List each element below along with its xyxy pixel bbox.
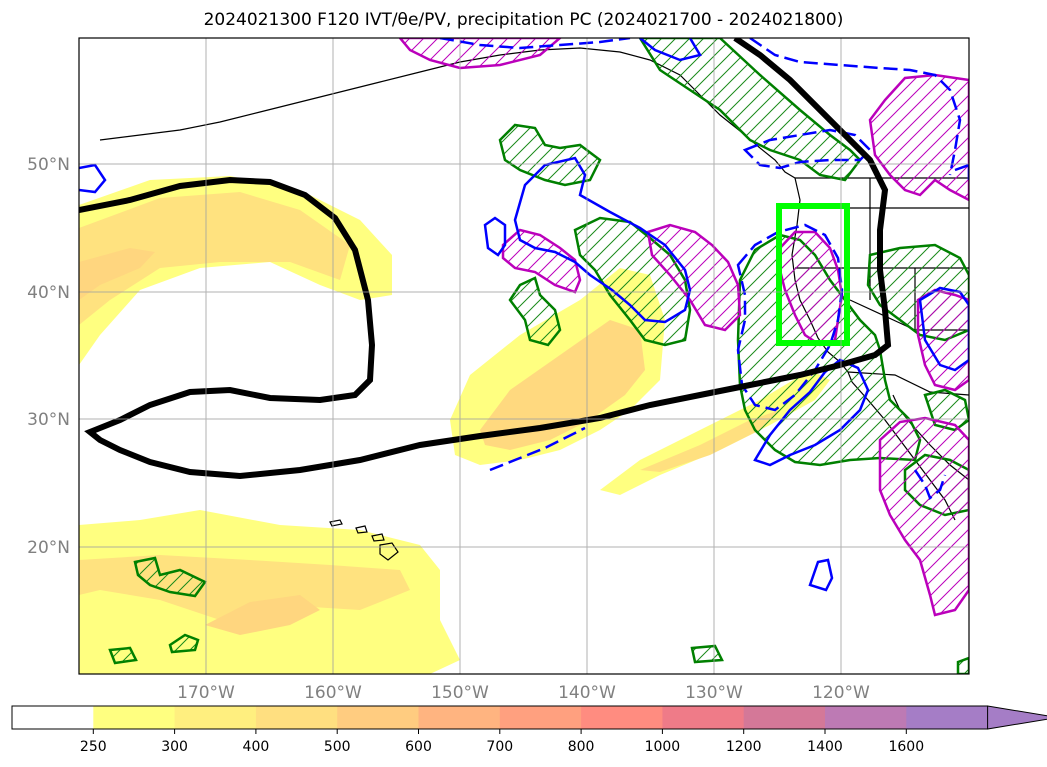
colorbar-tick-label: 700 (486, 739, 513, 755)
ivt-core-north (79, 192, 350, 325)
pv-solid-coast (753, 358, 870, 467)
pv-contours (79, 38, 969, 592)
hawaii-islands (329, 519, 399, 561)
highlight-box (776, 203, 850, 346)
pc-green-sw3 (168, 633, 200, 654)
bc-coast (759, 147, 796, 179)
pc-green-nw (498, 123, 602, 187)
pv-dashed-ne (749, 38, 962, 176)
lon-label: 160°W (304, 683, 362, 703)
colorbar: 250 300 400 500 600 700 800 1000 1200 1400 1600 (11, 705, 1047, 755)
colorbar-segment (337, 706, 419, 729)
lat-label: 50°N (27, 155, 70, 175)
lat-label: 20°N (27, 538, 70, 558)
pc-mag-coast (778, 230, 844, 347)
pc-green-small (508, 276, 562, 347)
lon-label: 120°W (812, 683, 870, 703)
ivt-core-coastal (640, 410, 780, 472)
lat-label: 40°N (27, 283, 70, 303)
ivt-core-central (480, 320, 645, 450)
colorbar-segment (581, 706, 663, 729)
ivt-core-south (79, 555, 410, 620)
colorbar-segment (418, 706, 501, 729)
pv-solid-inland (918, 286, 969, 372)
pc-green-north (638, 38, 862, 182)
colorbar-segment (825, 706, 907, 729)
pc-green-s (690, 644, 724, 664)
colorbar-tick-label: 1600 (888, 739, 924, 755)
colorbar-tick-label: 300 (161, 739, 188, 755)
pv-solid-ne (954, 163, 969, 180)
colorbar-tick-label: 400 (243, 739, 270, 755)
pv-solid-edge-left (79, 163, 107, 194)
colorbar-tick-label: 1400 (807, 739, 843, 755)
pc-mag-mid1 (501, 228, 582, 294)
colorbar-segment (906, 706, 989, 729)
colorbar-extend-arrow (987, 705, 1047, 730)
pc-green-sw1 (133, 556, 207, 598)
colorbar-tick-label: 1000 (645, 739, 681, 755)
lon-label: 170°W (177, 683, 235, 703)
colorbar-segment (174, 706, 257, 729)
colorbar-tick-label: 600 (405, 739, 432, 755)
map-frame (78, 37, 970, 675)
colorbar-segment (93, 706, 176, 729)
pv-solid-north (639, 38, 702, 62)
colorbar-tick-label: 250 (80, 739, 107, 755)
pv-dashed-south (489, 426, 586, 472)
colorbar-segment (662, 706, 745, 729)
colorbar-segment (499, 706, 582, 729)
colorbar-segment (255, 706, 338, 729)
colorbar-tick-label: 1200 (726, 739, 762, 755)
pc-mag-sw (878, 416, 969, 617)
lon-label: 150°W (431, 683, 489, 703)
pc-green-sw2 (108, 646, 138, 665)
pv-solid-blob (483, 216, 507, 257)
pv-dashed-north (439, 38, 631, 50)
map-title: 2024021300 F120 IVT/θe/PV, precipitation… (203, 10, 844, 30)
ivt-core-north-inner (79, 248, 155, 300)
lon-label: 130°W (685, 683, 743, 703)
pv-dashed-mexico (913, 469, 947, 501)
colorbar-tick-label: 500 (324, 739, 351, 755)
lat-label: 30°N (27, 410, 70, 430)
lon-label: 140°W (558, 683, 616, 703)
colorbar-segment (743, 706, 826, 729)
colorbar-tick-label: 800 (568, 739, 595, 755)
pc-mag-north (398, 38, 562, 70)
pc-green-se (956, 656, 969, 674)
colorbar-segment (12, 706, 94, 729)
pv-dashed-coast (736, 223, 844, 412)
pv-solid-central (513, 156, 692, 324)
gridlines (79, 38, 969, 674)
ivt-core-south-inner (205, 595, 320, 635)
pv-solid-small (808, 558, 834, 592)
pc-mag-ne (868, 73, 969, 202)
lat-labels: 50°N 40°N 30°N 20°N (27, 155, 70, 558)
lon-labels: 170°W 160°W 150°W 140°W 130°W 120°W (177, 683, 870, 703)
